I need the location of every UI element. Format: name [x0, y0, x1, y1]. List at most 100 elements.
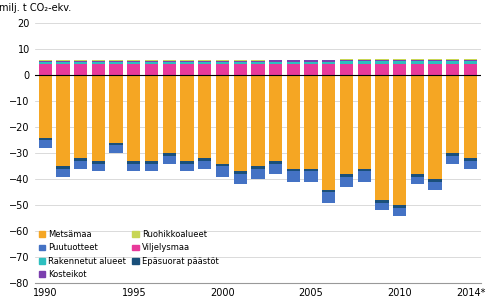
- Bar: [145, 161, 158, 164]
- Bar: [304, 64, 318, 76]
- Bar: [109, 60, 123, 61]
- Bar: [180, 76, 193, 161]
- Bar: [92, 76, 105, 161]
- Bar: [393, 205, 407, 208]
- Bar: [411, 64, 424, 76]
- Bar: [74, 76, 87, 159]
- Bar: [109, 76, 123, 143]
- Bar: [429, 64, 442, 76]
- Bar: [269, 62, 282, 64]
- Bar: [198, 61, 212, 62]
- Bar: [411, 61, 424, 64]
- Bar: [464, 61, 477, 64]
- Bar: [322, 59, 335, 60]
- Bar: [198, 62, 212, 64]
- Bar: [304, 76, 318, 169]
- Bar: [464, 76, 477, 159]
- Bar: [39, 61, 52, 63]
- Bar: [251, 166, 265, 169]
- Bar: [127, 64, 140, 76]
- Bar: [109, 146, 123, 153]
- Bar: [340, 60, 353, 61]
- Bar: [429, 59, 442, 60]
- Bar: [287, 172, 300, 182]
- Bar: [251, 169, 265, 179]
- Bar: [180, 62, 193, 64]
- Bar: [216, 62, 229, 64]
- Bar: [92, 164, 105, 172]
- Bar: [145, 60, 158, 61]
- Bar: [56, 64, 70, 76]
- Bar: [411, 174, 424, 177]
- Bar: [464, 159, 477, 161]
- Bar: [127, 164, 140, 172]
- Bar: [92, 64, 105, 76]
- Bar: [340, 174, 353, 177]
- Bar: [109, 64, 123, 76]
- Bar: [145, 64, 158, 76]
- Bar: [304, 62, 318, 64]
- Bar: [56, 63, 70, 64]
- Bar: [269, 76, 282, 161]
- Bar: [216, 76, 229, 164]
- Bar: [92, 61, 105, 63]
- Text: milj. t CO₂-ekv.: milj. t CO₂-ekv.: [0, 3, 71, 13]
- Bar: [340, 64, 353, 76]
- Bar: [180, 164, 193, 172]
- Bar: [163, 156, 176, 164]
- Bar: [269, 64, 282, 76]
- Bar: [127, 161, 140, 164]
- Bar: [234, 61, 247, 62]
- Bar: [127, 61, 140, 62]
- Bar: [375, 64, 388, 76]
- Bar: [145, 62, 158, 64]
- Bar: [234, 64, 247, 76]
- Bar: [39, 63, 52, 64]
- Bar: [180, 61, 193, 62]
- Bar: [340, 61, 353, 64]
- Bar: [429, 179, 442, 182]
- Bar: [464, 64, 477, 76]
- Bar: [287, 62, 300, 64]
- Bar: [251, 61, 265, 62]
- Bar: [127, 60, 140, 61]
- Bar: [304, 172, 318, 182]
- Bar: [357, 169, 371, 172]
- Bar: [287, 60, 300, 62]
- Bar: [39, 140, 52, 148]
- Bar: [269, 60, 282, 62]
- Bar: [429, 76, 442, 179]
- Bar: [375, 59, 388, 60]
- Bar: [74, 159, 87, 161]
- Bar: [375, 76, 388, 200]
- Bar: [375, 60, 388, 61]
- Bar: [464, 59, 477, 60]
- Bar: [234, 174, 247, 184]
- Bar: [411, 177, 424, 184]
- Bar: [393, 59, 407, 60]
- Bar: [56, 169, 70, 177]
- Bar: [393, 60, 407, 61]
- Bar: [357, 64, 371, 76]
- Bar: [357, 61, 371, 64]
- Bar: [216, 60, 229, 61]
- Bar: [340, 177, 353, 187]
- Bar: [163, 61, 176, 62]
- Bar: [74, 161, 87, 169]
- Bar: [322, 64, 335, 76]
- Bar: [39, 60, 52, 61]
- Bar: [287, 59, 300, 60]
- Bar: [464, 60, 477, 61]
- Bar: [56, 61, 70, 63]
- Bar: [411, 76, 424, 174]
- Bar: [464, 161, 477, 169]
- Bar: [357, 76, 371, 169]
- Bar: [251, 62, 265, 64]
- Bar: [234, 172, 247, 174]
- Bar: [287, 76, 300, 169]
- Bar: [322, 190, 335, 192]
- Bar: [74, 63, 87, 64]
- Bar: [340, 76, 353, 174]
- Bar: [109, 143, 123, 146]
- Bar: [56, 60, 70, 61]
